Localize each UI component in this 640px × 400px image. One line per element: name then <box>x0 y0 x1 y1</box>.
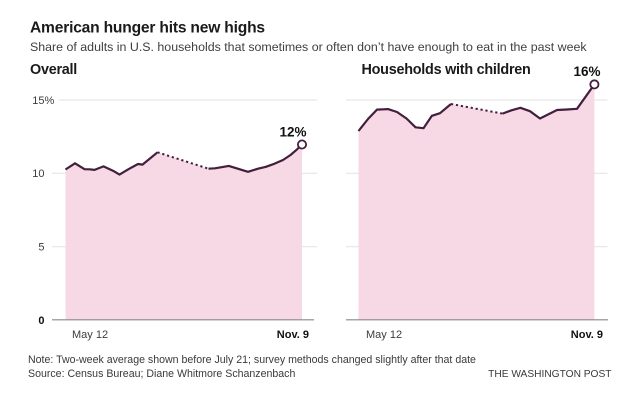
svg-text:Nov. 9: Nov. 9 <box>277 329 309 341</box>
svg-text:%: % <box>45 95 55 107</box>
svg-text:Overall: Overall <box>30 62 77 78</box>
svg-text:15: 15 <box>32 95 44 107</box>
svg-text:16%: 16% <box>573 64 600 79</box>
svg-text:Note: Two-week average shown b: Note: Two-week average shown before July… <box>28 354 476 366</box>
svg-text:5: 5 <box>38 242 44 254</box>
svg-text:Nov. 9: Nov. 9 <box>571 329 603 341</box>
svg-text:12%: 12% <box>279 124 306 139</box>
svg-text:American hunger hits new highs: American hunger hits new highs <box>30 19 265 36</box>
svg-text:Households with children: Households with children <box>362 62 531 78</box>
svg-text:THE WASHINGTON POST: THE WASHINGTON POST <box>488 369 611 380</box>
svg-text:May 12: May 12 <box>72 329 108 341</box>
svg-text:10: 10 <box>32 168 44 180</box>
svg-text:0: 0 <box>38 315 44 327</box>
svg-text:May 12: May 12 <box>366 329 402 341</box>
svg-text:Source: Census Bureau; Diane W: Source: Census Bureau; Diane Whitmore Sc… <box>28 368 295 380</box>
svg-text:Share of adults in U.S. househ: Share of adults in U.S. households that … <box>30 40 587 54</box>
